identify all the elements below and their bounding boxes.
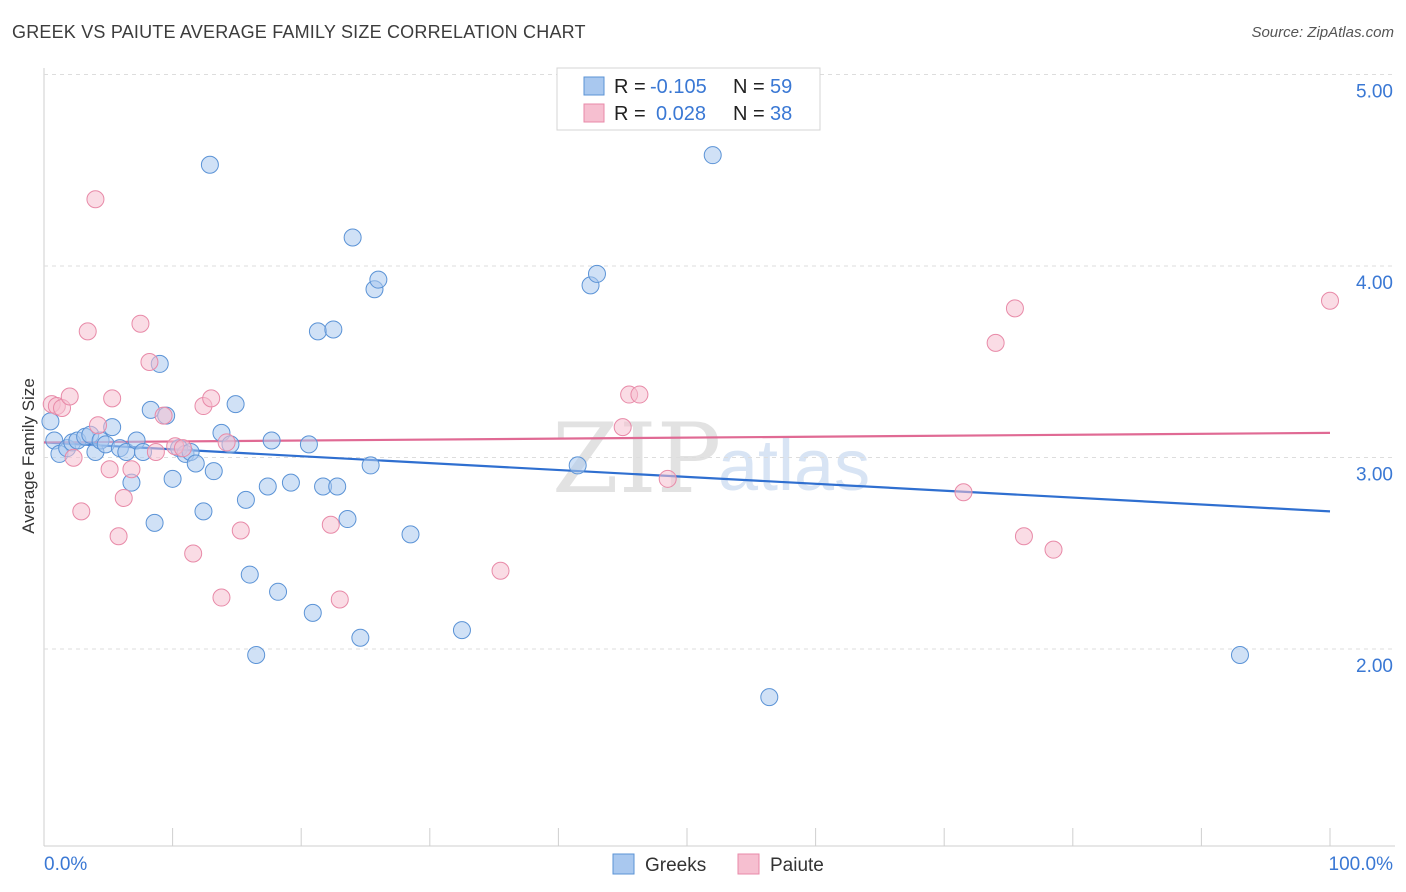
point-paiute [613,418,632,437]
point-paiute [154,406,173,425]
trend-line-greeks [43,441,1331,513]
legend-box: R = -0.105 N = 59 R = 0.028 N = 38 [556,67,821,131]
point-paiute [131,314,150,333]
point-greeks [401,525,420,544]
point-greeks [351,628,370,647]
point-greeks [258,477,277,496]
point-paiute [202,389,221,408]
point-greeks [324,320,343,339]
y-axis-label: Average Family Size [19,378,38,534]
point-greeks [369,270,388,289]
point-paiute [114,488,133,507]
point-paiute [122,460,141,479]
legend-r-value-paiute: 0.028 [656,103,706,125]
y-tick-label: 3.00 [1356,465,1393,486]
x-tick-label-max: 100.0% [1329,854,1394,875]
point-greeks [299,435,318,454]
y-tick-labels: 2.00 3.00 4.00 5.00 [1356,82,1393,678]
legend-r-label-greeks: R = [614,76,646,98]
point-greeks [204,462,223,481]
point-paiute [630,385,649,404]
point-paiute [954,483,973,502]
legend-r-label-paiute: R = [614,103,646,125]
point-greeks [41,412,60,431]
point-paiute [491,561,510,580]
point-paiute [78,322,97,341]
point-greeks [247,646,266,664]
point-greeks [1230,646,1249,664]
point-greeks [760,688,779,707]
bottom-legend: Greeks Paiute [612,853,824,876]
y-tick-label: 4.00 [1356,273,1393,294]
point-greeks [587,264,606,283]
point-greeks [328,477,347,496]
point-greeks [194,502,213,521]
point-greeks [236,490,255,509]
chart-title: GREEK VS PAIUTE AVERAGE FAMILY SIZE CORR… [12,22,586,42]
point-paiute [140,353,159,372]
point-greeks [186,454,205,473]
point-paiute [184,544,203,563]
watermark-atlas: atlas [718,426,870,506]
legend-n-value-greeks: 59 [770,76,792,98]
x-tick-label-min: 0.0% [44,854,87,875]
point-greeks [308,322,327,341]
x-tick-marks [172,828,1331,846]
legend-n-label-paiute: N = [733,103,765,125]
point-greeks [281,473,300,492]
point-greeks [303,603,322,622]
legend-swatch-paiute [583,103,605,123]
point-greeks [269,582,288,601]
trend-line-paiute [43,431,1331,444]
legend-r-value-greeks: -0.105 [650,76,707,98]
bottom-legend-swatch-paiute [737,853,760,875]
trend-lines [43,431,1331,513]
bottom-legend-label-paiute: Paiute [770,855,824,876]
point-paiute [1321,291,1339,310]
point-paiute [1014,527,1033,546]
point-paiute [146,443,165,462]
legend-n-value-paiute: 38 [770,103,792,125]
point-greeks [338,510,357,529]
point-greeks [200,155,219,174]
point-paiute [173,439,192,458]
point-paiute [89,416,108,435]
point-paiute [986,333,1005,352]
point-greeks [568,456,587,475]
point-greeks [343,228,362,247]
y-tick-label: 5.00 [1356,82,1393,103]
point-greeks [145,513,164,532]
point-paiute [60,387,79,406]
point-paiute [658,469,677,488]
point-paiute [109,527,128,546]
point-paiute [72,502,91,521]
point-greeks [163,469,182,488]
point-paiute [64,448,83,467]
point-greeks [240,565,259,584]
point-greeks [262,431,281,450]
point-paiute [1005,299,1024,318]
point-greeks [361,456,380,475]
point-paiute [231,521,250,540]
point-greeks [452,621,471,640]
point-paiute [212,588,231,607]
point-greeks [226,395,245,414]
point-paiute [103,389,122,408]
point-paiute [1044,540,1063,559]
point-paiute [321,515,340,534]
legend-n-label-greeks: N = [733,76,765,98]
point-paiute [330,590,349,609]
legend-swatch-greeks [583,76,605,96]
point-paiute [86,190,105,209]
bottom-legend-label-greeks: Greeks [645,855,706,876]
bottom-legend-swatch-greeks [612,853,635,875]
point-paiute [100,460,119,479]
point-greeks [703,146,722,165]
data-points [41,146,1339,707]
point-paiute [217,433,236,452]
chart-source: Source: ZipAtlas.com [1251,24,1394,41]
y-tick-label: 2.00 [1356,656,1393,677]
